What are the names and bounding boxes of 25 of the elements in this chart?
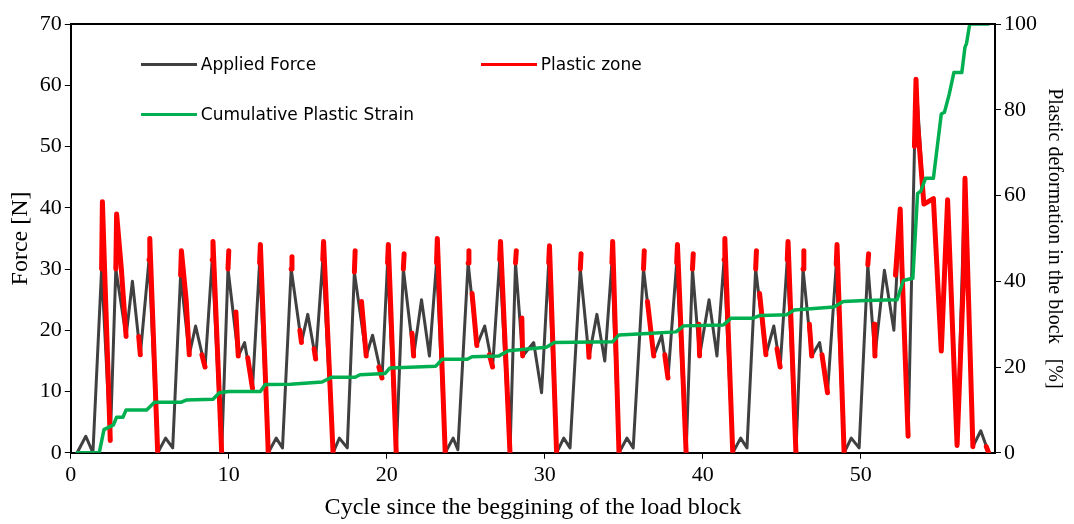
- legend-label: Cumulative Plastic Strain: [200, 104, 414, 124]
- y2-tick-label: 0: [1004, 438, 1015, 464]
- y-tick-label: 10: [39, 377, 62, 403]
- y-tick-label: 50: [39, 132, 62, 158]
- x-tick-label: 20: [375, 460, 398, 486]
- y-tick-label: 40: [39, 193, 62, 219]
- legend-label: Applied Force: [200, 54, 317, 74]
- y2-axis-title: Plastic deformation in the block [%]: [1044, 88, 1067, 389]
- y-tick-label: 0: [50, 438, 62, 464]
- y-tick-label: 60: [39, 71, 62, 97]
- y2-tick-label: 20: [1004, 352, 1026, 378]
- y2-tick-label: 40: [1004, 267, 1026, 293]
- y-tick-label: 30: [39, 254, 62, 280]
- y2-tick-label: 100: [1004, 9, 1037, 35]
- y2-tick-label: 60: [1004, 181, 1026, 207]
- x-axis-title: Cycle since the beggining of the load block: [324, 492, 742, 519]
- y2-tick-label: 80: [1004, 95, 1026, 121]
- y-axis-title: Force [N]: [5, 191, 32, 286]
- x-tick-label: 30: [533, 460, 556, 486]
- legend-label: Plastic zone: [540, 54, 642, 74]
- y-tick-label: 70: [39, 9, 62, 35]
- x-tick-label: 40: [691, 460, 714, 486]
- y-tick-label: 20: [39, 316, 62, 342]
- x-tick-label: 10: [217, 460, 240, 486]
- x-tick-label: 50: [849, 460, 872, 486]
